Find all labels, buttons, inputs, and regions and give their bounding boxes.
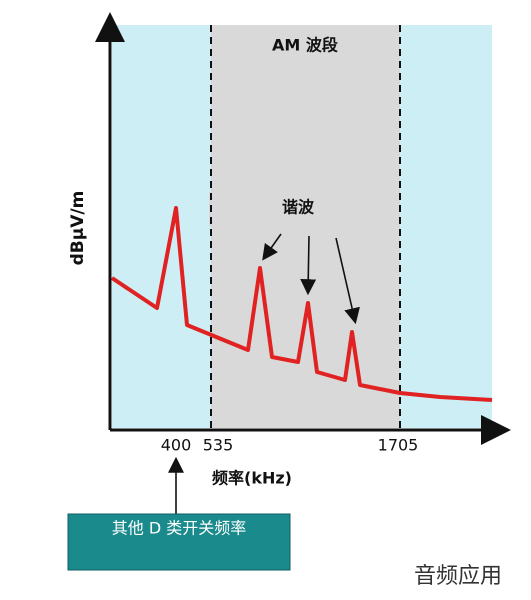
x-tick-label: 400 xyxy=(161,436,192,455)
watermark: 音频应用 xyxy=(414,564,502,589)
band-label: AM 波段 xyxy=(272,36,339,55)
y-axis-label: dBμV/m xyxy=(68,191,88,266)
x-axis-label: 频率(kHz) xyxy=(212,469,292,488)
callout-box xyxy=(67,513,291,571)
spectrum-curve xyxy=(110,206,493,402)
pointer-arrow xyxy=(300,235,317,296)
am-band xyxy=(211,25,400,428)
x-tick-label: 535 xyxy=(203,436,234,455)
x-tick-label: 1705 xyxy=(378,436,419,455)
pointer-arrow xyxy=(262,233,282,261)
annotation: 谐波 xyxy=(282,198,315,217)
pointer-arrow xyxy=(335,237,360,325)
callout-text: 其他 D 类开关频率 xyxy=(112,519,247,538)
